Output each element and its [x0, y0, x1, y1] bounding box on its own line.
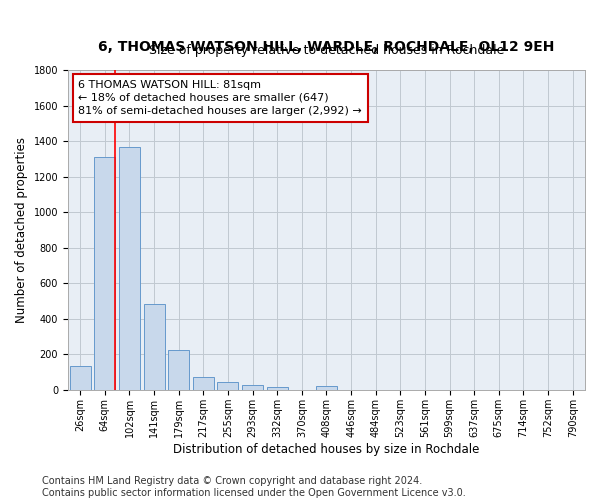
X-axis label: Distribution of detached houses by size in Rochdale: Distribution of detached houses by size … [173, 442, 479, 456]
Bar [217, 382, 238, 390]
Y-axis label: Number of detached properties: Number of detached properties [15, 137, 28, 323]
Bar [316, 386, 337, 390]
Bar [267, 388, 287, 390]
Bar [168, 350, 189, 390]
Bar [193, 376, 214, 390]
Bar [143, 304, 164, 390]
Bar [70, 366, 91, 390]
Bar [119, 148, 140, 390]
Bar [94, 157, 115, 390]
Text: Size of property relative to detached houses in Rochdale: Size of property relative to detached ho… [149, 44, 504, 57]
Text: 6 THOMAS WATSON HILL: 81sqm
← 18% of detached houses are smaller (647)
81% of se: 6 THOMAS WATSON HILL: 81sqm ← 18% of det… [78, 80, 362, 116]
Text: Contains HM Land Registry data © Crown copyright and database right 2024.
Contai: Contains HM Land Registry data © Crown c… [42, 476, 466, 498]
Bar [242, 385, 263, 390]
Title: 6, THOMAS WATSON HILL, WARDLE, ROCHDALE, OL12 9EH: 6, THOMAS WATSON HILL, WARDLE, ROCHDALE,… [98, 40, 554, 54]
